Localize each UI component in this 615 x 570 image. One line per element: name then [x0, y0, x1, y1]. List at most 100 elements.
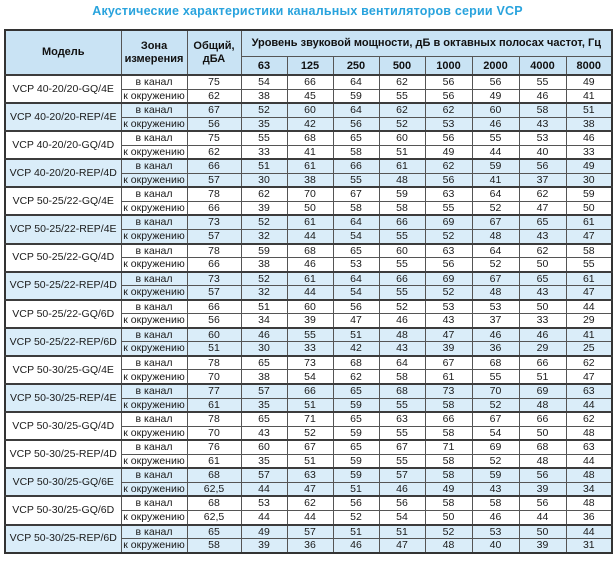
spl-value: 64 [332, 270, 380, 287]
col-header-spl: Уровень звуковой мощности, дБ в октавных… [240, 29, 613, 57]
spl-value: 31 [565, 538, 613, 554]
spl-value: 52 [471, 453, 520, 469]
spl-value: 46 [286, 257, 334, 273]
table-row: к окружению 70 43 52 59 55 58 54 50 48 [5, 425, 613, 441]
total-dba-value: 58 [186, 538, 242, 554]
spl-value: 60 [471, 102, 520, 118]
spl-value: 48 [471, 229, 520, 245]
spl-value: 55 [332, 172, 380, 188]
table-row: VCP 40-20/20-GQ/4D в канал 75 55 68 65 60 56 55 5… [4, 130, 613, 160]
spl-value: 58 [518, 102, 567, 118]
spl-value: 55 [378, 397, 426, 413]
spl-value: 62 [424, 102, 473, 118]
table-row: к окружению 62,5 44 44 52 54 50 46 44 36 [5, 509, 613, 526]
table-row: VCP 40-20/20-REP/4D в канал 66 51 61 66 61 62 59… [4, 158, 613, 188]
spl-value: 56 [424, 130, 473, 146]
spl-value: 48 [378, 172, 426, 188]
zone-label: в канал [120, 354, 188, 371]
spl-value: 65 [332, 411, 380, 427]
table-row: к окружению 57 30 38 55 48 56 41 37 30 [5, 172, 613, 188]
model-name: VCP 50-30/25-GQ/6E [4, 467, 122, 497]
spl-value: 47 [286, 481, 334, 497]
spl-value: 63 [424, 186, 473, 202]
table-row: к окружению 58 39 36 46 47 48 40 39 31 [5, 538, 613, 554]
spl-value: 44 [471, 144, 520, 160]
table-row: VCP 50-30/25-GQ/6D в канал 68 53 62 56 56 58 58 5… [4, 495, 613, 526]
spl-value: 59 [565, 186, 613, 202]
total-dba-value: 66 [186, 257, 242, 273]
spl-value: 38 [240, 257, 288, 273]
header-row-frequencies: 63 125 250 500 1000 2000 4000 8000 [5, 56, 613, 76]
spl-value: 62 [332, 369, 380, 385]
spl-value: 56 [518, 467, 567, 483]
spl-value: 65 [332, 130, 380, 146]
spl-value: 53 [240, 495, 288, 511]
zone-label: в канал [120, 523, 188, 540]
spl-value: 48 [471, 285, 520, 301]
model-name: VCP 50-25/22-GQ/4E [4, 186, 122, 216]
total-dba-value: 57 [186, 285, 242, 301]
spl-value: 59 [332, 425, 380, 441]
spl-value: 47 [565, 285, 613, 301]
spl-value: 40 [471, 538, 520, 554]
spl-value: 68 [286, 130, 334, 146]
spl-value: 51 [240, 298, 288, 315]
table-row: VCP 50-25/22-GQ/4E в канал 78 62 70 67 59 63 64 6… [4, 186, 613, 216]
spl-value: 44 [240, 509, 288, 526]
col-header-zone: Зона измерения [120, 29, 188, 76]
spl-value: 62 [378, 73, 426, 90]
spl-value: 47 [424, 326, 473, 343]
spl-value: 46 [378, 481, 426, 497]
table-row: к окружению 62 33 41 58 51 49 44 40 33 [5, 144, 613, 160]
spl-value: 48 [518, 453, 567, 469]
spl-value: 62 [565, 354, 613, 371]
total-dba-value: 57 [186, 229, 242, 245]
spl-value: 68 [378, 383, 426, 399]
spl-value: 46 [471, 326, 520, 343]
zone-label: к окружению [120, 538, 188, 554]
zone-label: к окружению [120, 453, 188, 469]
zone-label: к окружению [120, 481, 188, 497]
spl-value: 67 [332, 186, 380, 202]
zone-label: к окружению [120, 172, 188, 188]
zone-label: в канал [120, 439, 188, 455]
spl-value: 39 [424, 341, 473, 357]
spl-value: 69 [518, 383, 567, 399]
spl-value: 51 [332, 481, 380, 497]
spl-value: 61 [424, 369, 473, 385]
spl-value: 62 [378, 102, 426, 118]
spl-value: 66 [286, 383, 334, 399]
table-row: к окружению 57 32 44 54 55 52 48 43 47 [5, 229, 613, 245]
table-row: к окружению 61 35 51 59 55 58 52 48 44 [5, 397, 613, 413]
table-row: к окружению 66 38 46 53 55 56 52 50 55 [5, 257, 613, 273]
spl-value: 56 [518, 495, 567, 511]
table-row: VCP 50-30/25-REP/6D в канал 65 49 57 51 51 52 53… [4, 523, 613, 554]
spl-value: 58 [332, 200, 380, 216]
spl-value: 59 [332, 88, 380, 104]
spl-value: 50 [518, 257, 567, 273]
total-dba-value: 57 [186, 172, 242, 188]
spl-value: 58 [378, 369, 426, 385]
model-name: VCP 50-30/25-GQ/4D [4, 411, 122, 441]
spl-value: 36 [286, 538, 334, 554]
spl-value: 64 [332, 214, 380, 231]
zone-label: в канал [120, 242, 188, 259]
total-dba-value: 56 [186, 116, 242, 132]
spl-value: 64 [332, 73, 380, 90]
spl-value: 52 [471, 200, 520, 216]
spl-value: 51 [565, 102, 613, 118]
spl-value: 46 [332, 538, 380, 554]
spl-value: 66 [378, 270, 426, 287]
zone-label: к окружению [120, 116, 188, 132]
spl-value: 40 [518, 144, 567, 160]
spl-value: 52 [378, 116, 426, 132]
spl-value: 56 [378, 495, 426, 511]
spl-value: 43 [518, 229, 567, 245]
spl-value: 58 [424, 397, 473, 413]
spl-value: 55 [378, 285, 426, 301]
spl-value: 44 [286, 229, 334, 245]
spl-value: 41 [565, 326, 613, 343]
spl-value: 36 [565, 509, 613, 526]
spl-value: 37 [471, 313, 520, 329]
spl-value: 32 [240, 229, 288, 245]
